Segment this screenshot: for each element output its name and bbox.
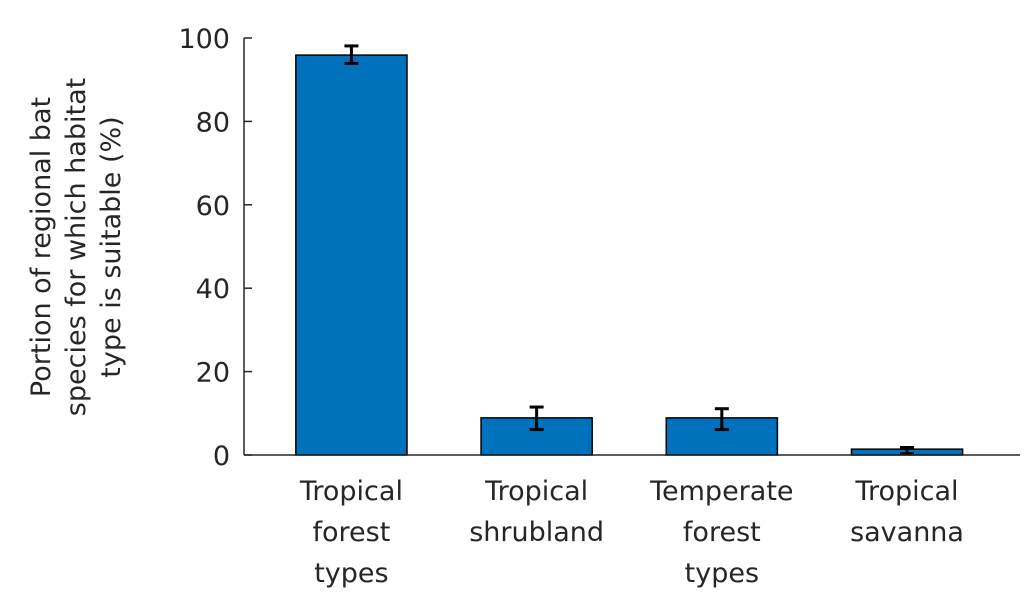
x-tick-label: forest xyxy=(683,517,761,548)
y-tick-label: 0 xyxy=(213,441,230,472)
y-tick-label: 20 xyxy=(196,358,230,389)
y-tick-label: 80 xyxy=(196,107,230,138)
bar xyxy=(295,54,408,456)
y-axis-label: species for which habitat xyxy=(61,78,92,416)
y-tick-label: 40 xyxy=(196,274,230,305)
x-tick-label: types xyxy=(314,558,388,589)
x-tick-label: savanna xyxy=(850,517,964,548)
x-tick-label: Tropical xyxy=(854,476,958,507)
y-axis-label: type is suitable (%) xyxy=(96,116,127,377)
x-tick-label: types xyxy=(685,558,759,589)
y-tick-label: 100 xyxy=(178,24,230,55)
x-tick-label: forest xyxy=(313,517,391,548)
x-tick-label: Tropical xyxy=(299,476,403,507)
x-tick-label: shrubland xyxy=(469,517,604,548)
x-tick-label: Temperate xyxy=(649,476,793,507)
y-axis-label: Portion of regional bat xyxy=(26,97,57,397)
y-tick-label: 60 xyxy=(196,191,230,222)
x-tick-label: Tropical xyxy=(484,476,588,507)
